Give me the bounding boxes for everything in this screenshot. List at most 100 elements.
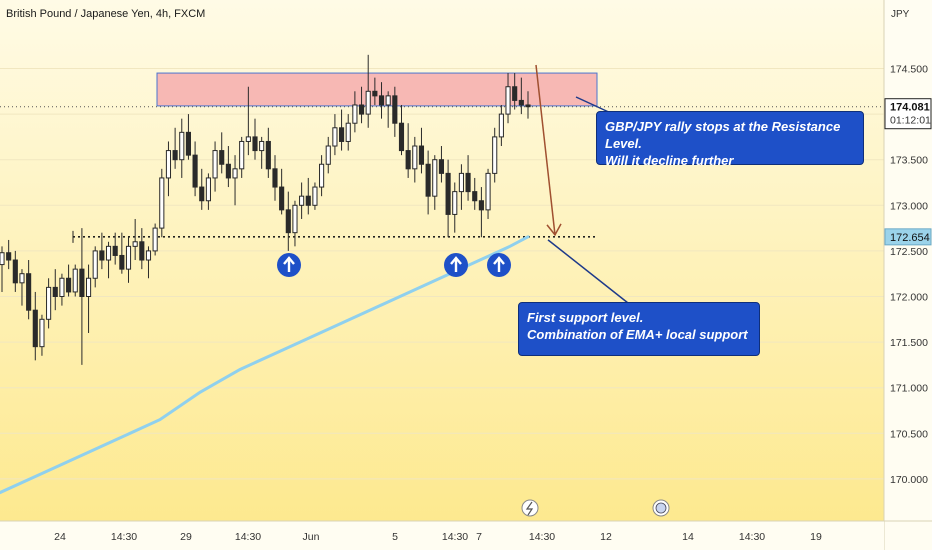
- candle[interactable]: [66, 264, 72, 297]
- candle[interactable]: [279, 168, 285, 215]
- candle[interactable]: [392, 86, 398, 137]
- candle[interactable]: [498, 104, 504, 147]
- candle[interactable]: [152, 223, 158, 256]
- candle[interactable]: [46, 278, 52, 329]
- candle[interactable]: [365, 54, 371, 128]
- lightning-event-icon[interactable]: [521, 499, 539, 517]
- candle[interactable]: [245, 86, 251, 156]
- support-price-label: 172.654: [890, 232, 930, 244]
- candle[interactable]: [52, 269, 58, 311]
- support-callout[interactable]: First support level. Combination of EMA+…: [518, 302, 760, 356]
- candle[interactable]: [445, 159, 451, 238]
- projection-arrow-line[interactable]: [535, 64, 556, 235]
- last-price-tag[interactable]: [884, 98, 932, 130]
- candle[interactable]: [165, 141, 172, 197]
- candle[interactable]: [205, 173, 211, 210]
- candle[interactable]: [492, 127, 498, 183]
- candle[interactable]: [272, 155, 278, 201]
- candle[interactable]: [319, 155, 325, 197]
- candle[interactable]: [305, 177, 311, 215]
- candle[interactable]: [212, 141, 218, 192]
- candle[interactable]: [325, 136, 331, 174]
- candle[interactable]: [239, 136, 245, 178]
- candle[interactable]: [412, 136, 418, 183]
- candle-body-down: [445, 172, 451, 215]
- candle[interactable]: [72, 264, 78, 297]
- candle[interactable]: [358, 86, 365, 124]
- candle[interactable]: [285, 191, 291, 251]
- bounce-marker-icon[interactable]: [277, 253, 301, 277]
- candle[interactable]: [219, 132, 225, 174]
- candle[interactable]: [159, 168, 165, 238]
- candle-body-down: [199, 186, 205, 202]
- candle[interactable]: [179, 118, 185, 178]
- candle-body-up: [159, 177, 165, 229]
- candle[interactable]: [259, 136, 265, 169]
- candle[interactable]: [232, 155, 238, 206]
- candle[interactable]: [85, 264, 92, 333]
- candle[interactable]: [6, 239, 12, 270]
- candle[interactable]: [372, 77, 378, 105]
- flag-event-icon[interactable]: [652, 499, 670, 517]
- candle[interactable]: [192, 141, 198, 197]
- candle[interactable]: [26, 260, 32, 320]
- resistance-zone-rect[interactable]: [156, 72, 598, 107]
- candle[interactable]: [458, 164, 464, 210]
- candle[interactable]: [292, 200, 298, 247]
- candle[interactable]: [505, 73, 511, 124]
- candle[interactable]: [339, 109, 345, 151]
- candle[interactable]: [378, 82, 385, 119]
- candle[interactable]: [485, 168, 491, 219]
- candle[interactable]: [185, 114, 191, 160]
- candle-body-down: [418, 145, 425, 165]
- candle[interactable]: [139, 228, 145, 270]
- candle[interactable]: [125, 237, 132, 283]
- candle[interactable]: [398, 104, 405, 156]
- candle[interactable]: [512, 73, 518, 110]
- candle[interactable]: [199, 168, 205, 210]
- candle[interactable]: [112, 232, 118, 265]
- candle[interactable]: [478, 187, 484, 238]
- candle[interactable]: [332, 114, 338, 156]
- support-price-tag[interactable]: [884, 228, 932, 246]
- candle[interactable]: [425, 150, 431, 215]
- bounce-marker-icon[interactable]: [444, 253, 468, 277]
- candle[interactable]: [99, 232, 105, 270]
- candle[interactable]: [119, 232, 125, 274]
- candle[interactable]: [92, 246, 98, 288]
- candle[interactable]: [145, 246, 152, 279]
- resistance-callout[interactable]: GBP/JPY rally stops at the Resistance Le…: [596, 111, 864, 168]
- candle[interactable]: [59, 273, 65, 306]
- candle[interactable]: [299, 182, 305, 219]
- candle[interactable]: [518, 77, 524, 115]
- candle[interactable]: [465, 155, 471, 201]
- candle[interactable]: [172, 127, 178, 169]
- overlay: [277, 64, 670, 517]
- candle[interactable]: [432, 155, 438, 210]
- candle[interactable]: [79, 228, 85, 365]
- candle[interactable]: [265, 127, 271, 178]
- candle[interactable]: [19, 269, 25, 306]
- candle[interactable]: [225, 146, 231, 188]
- candle[interactable]: [405, 123, 411, 178]
- candle[interactable]: [105, 241, 112, 279]
- candle[interactable]: [438, 146, 445, 183]
- candle[interactable]: [312, 182, 318, 210]
- candle-body-up: [39, 318, 45, 348]
- candle[interactable]: [385, 91, 391, 128]
- bounce-marker-icon[interactable]: [487, 253, 511, 277]
- candle[interactable]: [352, 91, 358, 133]
- candle[interactable]: [32, 291, 38, 361]
- candle[interactable]: [452, 182, 458, 233]
- candle[interactable]: [418, 127, 425, 174]
- candle[interactable]: [12, 250, 18, 292]
- candle[interactable]: [39, 314, 45, 356]
- candle[interactable]: [472, 177, 478, 210]
- candle[interactable]: [525, 91, 531, 119]
- candle[interactable]: [132, 218, 138, 261]
- candle[interactable]: [0, 246, 5, 292]
- candle[interactable]: [252, 118, 258, 160]
- candle[interactable]: [345, 114, 351, 151]
